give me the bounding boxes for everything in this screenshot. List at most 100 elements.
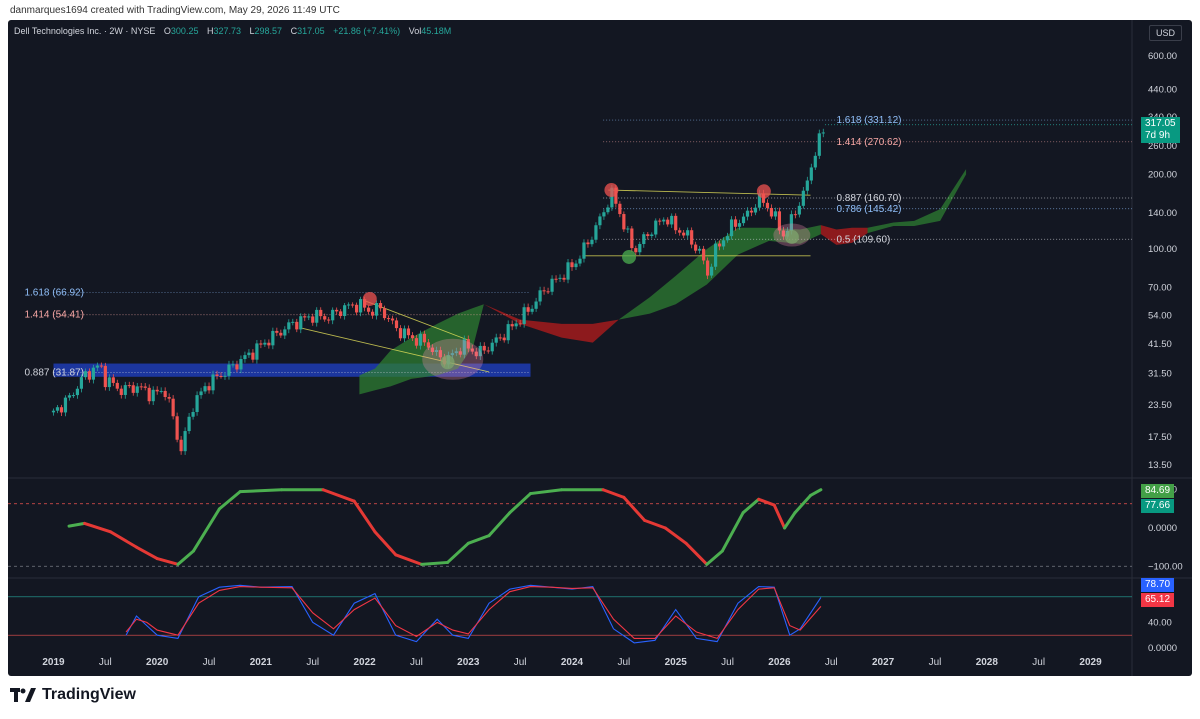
- currency-button[interactable]: USD: [1148, 25, 1182, 41]
- x-tick-label: 2023: [457, 657, 480, 668]
- candle-body: [59, 407, 64, 413]
- candle-body: [725, 236, 730, 241]
- candle-body: [562, 277, 566, 280]
- ichimoku-cloud-bull-3: [867, 169, 967, 234]
- candle-body: [163, 390, 167, 397]
- x-tick-label: 2021: [250, 657, 273, 668]
- candle-body: [769, 207, 774, 217]
- candle-body: [355, 304, 359, 313]
- macd-segment: [793, 493, 813, 515]
- macd-segment: [663, 526, 688, 545]
- x-tick-label: 2025: [665, 657, 688, 668]
- ichimoku-cloud-bull-2: [618, 225, 821, 320]
- candle-body: [426, 342, 431, 348]
- highlight-ellipse-2022: [422, 338, 484, 380]
- ohlc-header: Dell Technologies Inc. · 2W · NYSE O300.…: [14, 26, 451, 36]
- candle-body: [809, 167, 813, 181]
- candle-body: [710, 266, 714, 276]
- candle-body: [203, 386, 207, 392]
- candle-body: [231, 364, 235, 366]
- ichimoku-cloud-bull-1: [359, 304, 484, 395]
- candle-body: [343, 305, 347, 317]
- candle-body: [522, 307, 526, 324]
- macd-segment: [134, 545, 159, 561]
- candle-body: [690, 230, 694, 245]
- y-tick-label: 140.00: [1148, 208, 1177, 219]
- macd-segment: [191, 507, 221, 553]
- candle-body: [207, 386, 211, 391]
- candle-body: [482, 345, 486, 351]
- fib-label-left: 1.414 (54.41): [24, 310, 84, 321]
- candle-body: [211, 374, 215, 391]
- swing-low-marker: [784, 229, 799, 244]
- macd-y-tick: 0.0000: [1148, 523, 1177, 534]
- candle-body: [271, 330, 275, 346]
- macd-segment: [529, 488, 564, 496]
- candle-body: [410, 335, 415, 339]
- candle-body: [347, 304, 351, 306]
- macd-segment: [67, 521, 87, 528]
- candle-body: [382, 308, 387, 319]
- candle-body: [582, 242, 586, 259]
- candle-body: [434, 350, 438, 352]
- y-tick-label: 260.00: [1148, 141, 1177, 152]
- swing-low-marker: [622, 249, 637, 264]
- candle-body: [733, 219, 738, 227]
- y-tick-label: 23.50: [1148, 400, 1172, 411]
- x-tick-label: Jul: [410, 657, 423, 668]
- candle-body: [530, 308, 534, 312]
- tradingview-logo[interactable]: TradingView: [10, 686, 136, 704]
- x-tick-label: 2028: [976, 657, 999, 668]
- candle-body: [235, 364, 239, 370]
- candle-body: [127, 385, 131, 387]
- candle-body: [526, 307, 530, 312]
- macd-segment: [238, 488, 284, 494]
- chart-svg[interactable]: 600.00440.00340.00260.00200.00140.00100.…: [8, 20, 1192, 676]
- fib-label-right: 1.414 (270.62): [836, 137, 901, 148]
- y-tick-label: 100.00: [1148, 244, 1177, 255]
- ichimoku-cloud-bear-2: [820, 225, 868, 245]
- candle-body: [789, 214, 793, 231]
- macd-segment: [321, 488, 356, 503]
- macd-segment: [772, 503, 787, 530]
- candle-body: [414, 338, 419, 346]
- candle-body: [729, 219, 734, 237]
- candle-body: [87, 371, 91, 380]
- macd-segment: [446, 541, 470, 564]
- fib-label-right: 0.887 (160.70): [836, 193, 901, 204]
- macd-segment: [109, 530, 138, 549]
- candle-body: [510, 324, 514, 327]
- macd-segment: [394, 553, 424, 566]
- candle-body: [650, 234, 654, 236]
- candle-body: [219, 375, 223, 377]
- candle-body: [670, 215, 674, 225]
- candle-body: [606, 207, 610, 213]
- y-tick-label: 54.00: [1148, 311, 1172, 322]
- candle-body: [466, 339, 470, 349]
- candle-body: [67, 395, 72, 398]
- x-tick-label: 2022: [353, 657, 376, 668]
- macd-segment: [684, 541, 709, 566]
- chart-frame[interactable]: Dell Technologies Inc. · 2W · NYSE O300.…: [8, 20, 1192, 676]
- candle-body: [554, 278, 558, 280]
- last-price-value: 317.05: [1145, 117, 1176, 129]
- candle-body: [602, 212, 606, 217]
- candle-body: [662, 219, 666, 222]
- candle-body: [550, 278, 554, 292]
- open-label: O: [163, 26, 171, 36]
- candle-body: [147, 387, 151, 402]
- candle-body: [682, 232, 686, 236]
- candle-body: [275, 330, 279, 333]
- candle-body: [195, 395, 199, 412]
- candle-body: [187, 416, 191, 432]
- candle-body: [538, 290, 542, 302]
- swing-high-marker: [604, 183, 619, 198]
- candle-body: [797, 205, 801, 215]
- candle-body: [99, 365, 103, 367]
- candle-body: [175, 416, 179, 440]
- macd-segment: [508, 492, 533, 515]
- candle-body: [199, 391, 203, 396]
- x-tick-label: Jul: [617, 657, 630, 668]
- candle-body: [821, 132, 825, 134]
- candle-body: [418, 333, 423, 346]
